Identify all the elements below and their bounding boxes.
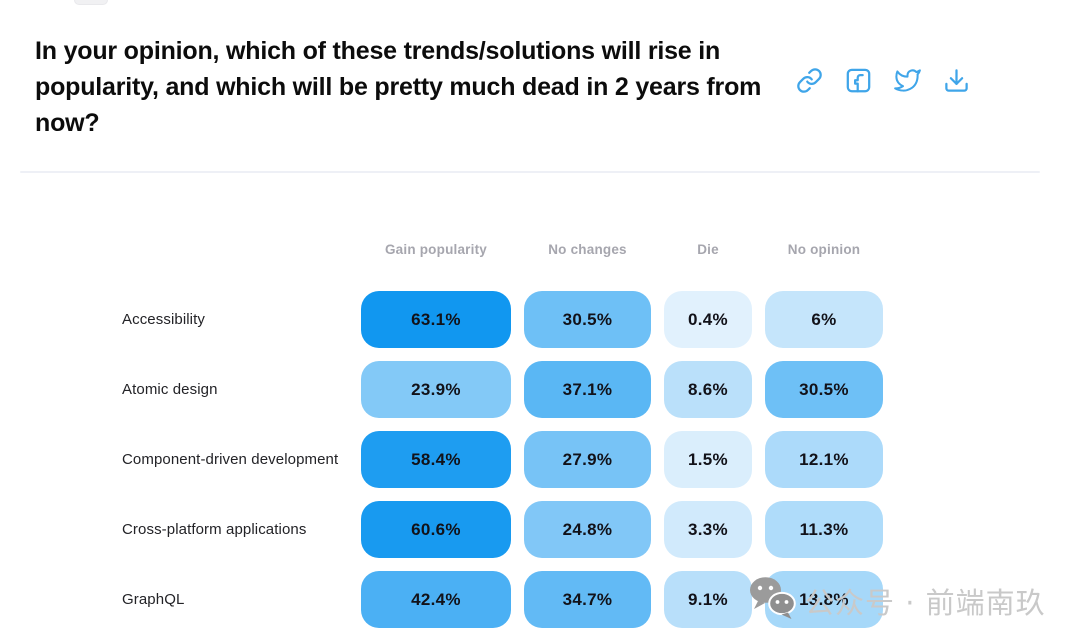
- column-headers: Gain popularity No changes Die No opinio…: [122, 242, 883, 257]
- heatmap-cell: 13.8%: [765, 571, 883, 628]
- cell-value: 34.7%: [562, 589, 613, 609]
- copy-link-button[interactable]: [795, 67, 824, 96]
- cell-value: 13.8%: [799, 589, 849, 609]
- divider: [20, 171, 1040, 173]
- heatmap-cell: 30.5%: [765, 361, 883, 418]
- column-header-no-opinion: No opinion: [787, 242, 861, 257]
- cell-value: 27.9%: [562, 449, 613, 469]
- row-label: Cross-platform applications: [122, 521, 307, 538]
- row-label: Accessibility: [122, 311, 205, 328]
- cell-value: 58.4%: [411, 449, 461, 469]
- heatmap-cell: 58.4%: [361, 431, 511, 488]
- column-header-no-changes: No changes: [548, 242, 627, 257]
- twitter-share-button[interactable]: [893, 67, 922, 96]
- download-button[interactable]: [942, 67, 971, 96]
- cell-value: 24.8%: [562, 519, 613, 539]
- heatmap-cell: 42.4%: [361, 571, 511, 628]
- facebook-icon: [845, 67, 872, 97]
- question-title: In your opinion, which of these trends/s…: [35, 37, 762, 137]
- cell-value: 63.1%: [411, 309, 461, 329]
- heatmap-cell: 30.5%: [524, 291, 651, 348]
- heatmap-cell: 23.9%: [361, 361, 511, 418]
- heatmap-cell: 8.6%: [664, 361, 752, 418]
- link-icon: [796, 67, 823, 97]
- table-row: Atomic design 23.9% 37.1% 8.6% 30.5%: [122, 361, 883, 418]
- row-label: Atomic design: [122, 381, 218, 398]
- cell-value: 0.4%: [688, 309, 728, 329]
- watermark: 公众号 · 前端南玖: [748, 575, 1046, 626]
- cell-value: 60.6%: [411, 519, 461, 539]
- heatmap-body: Accessibility 63.1% 30.5% 0.4% 6% Atomic…: [122, 291, 883, 628]
- heatmap-cell: 9.1%: [664, 571, 752, 628]
- column-header-die: Die: [697, 242, 719, 257]
- table-row: Component-driven development 58.4% 27.9%…: [122, 431, 883, 488]
- heatmap-cell: 3.3%: [664, 501, 752, 558]
- twitter-icon: [894, 67, 921, 97]
- cell-value: 11.3%: [799, 519, 849, 539]
- download-icon: [943, 67, 970, 97]
- row-label: Component-driven development: [122, 451, 339, 468]
- cell-value: 9.1%: [688, 589, 728, 609]
- heatmap-cell: 6%: [765, 291, 883, 348]
- heatmap-cell: 27.9%: [524, 431, 651, 488]
- heatmap-cell: 34.7%: [524, 571, 651, 628]
- heatmap-cell: 1.5%: [664, 431, 752, 488]
- cell-value: 30.5%: [562, 309, 613, 329]
- cropped-element-artifact: [74, 0, 108, 5]
- heatmap-cell: 63.1%: [361, 291, 511, 348]
- cell-value: 37.1%: [562, 379, 613, 399]
- cell-value: 30.5%: [799, 379, 849, 399]
- heatmap-cell: 11.3%: [765, 501, 883, 558]
- cell-value: 8.6%: [688, 379, 728, 399]
- cell-value: 42.4%: [411, 589, 461, 609]
- cell-value: 12.1%: [799, 449, 849, 469]
- facebook-share-button[interactable]: [844, 67, 873, 96]
- cell-value: 3.3%: [688, 519, 728, 539]
- heatmap-cell: 0.4%: [664, 291, 752, 348]
- watermark-text: 公众号 · 前端南玖: [805, 585, 1046, 620]
- share-toolbar: [795, 67, 971, 96]
- wechat-icon: [748, 575, 798, 626]
- heatmap-cell: 37.1%: [524, 361, 651, 418]
- cell-value: 23.9%: [411, 379, 461, 399]
- heatmap-cell: 24.8%: [524, 501, 651, 558]
- table-row: Cross-platform applications 60.6% 24.8% …: [122, 501, 883, 558]
- heatmap-cell: 12.1%: [765, 431, 883, 488]
- table-row: GraphQL 42.4% 34.7% 9.1% 13.8%: [122, 571, 883, 628]
- cell-value: 6%: [811, 309, 837, 329]
- cell-value: 1.5%: [688, 449, 728, 469]
- row-label: GraphQL: [122, 591, 185, 608]
- column-header-gain-popularity: Gain popularity: [384, 242, 487, 257]
- table-row: Accessibility 63.1% 30.5% 0.4% 6%: [122, 291, 883, 348]
- heatmap-cell: 60.6%: [361, 501, 511, 558]
